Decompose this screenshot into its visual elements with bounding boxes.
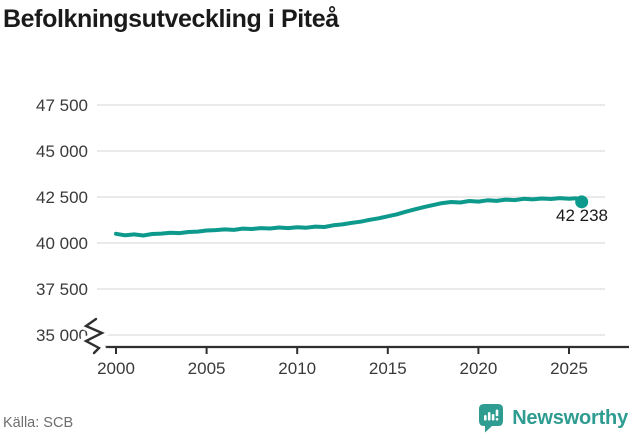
x-axis-tick-label: 2000: [97, 359, 135, 378]
x-axis-tick-label: 2025: [550, 359, 588, 378]
x-axis-tick-label: 2015: [369, 359, 407, 378]
population-line: [114, 196, 584, 238]
axis-break-squiggle: [83, 317, 105, 355]
y-axis-tick-label: 37 500: [36, 280, 88, 299]
newsworthy-bubble-chart-icon: [479, 404, 504, 433]
latest-value-label: 42 238: [556, 206, 608, 225]
newsworthy-logo[interactable]: Newsworthy: [477, 402, 628, 434]
y-axis-tick-label: 45 000: [36, 142, 88, 161]
x-axis-tick-label: 2005: [188, 359, 226, 378]
y-axis-tick-label: 42 500: [36, 188, 88, 207]
y-axis-tick-label: 47 500: [36, 96, 88, 115]
latest-value-dot: [575, 195, 589, 209]
y-axis-tick-label: 35 000: [36, 326, 88, 345]
newsworthy-wordmark: Newsworthy: [512, 406, 628, 429]
source-label: Källa: SCB: [3, 415, 74, 431]
x-axis-tick-label: 2010: [278, 359, 316, 378]
y-axis-tick-label: 40 000: [36, 234, 88, 253]
page-title: Befolkningsutveckling i Piteå: [3, 5, 339, 33]
x-axis-tick-label: 2020: [459, 359, 497, 378]
